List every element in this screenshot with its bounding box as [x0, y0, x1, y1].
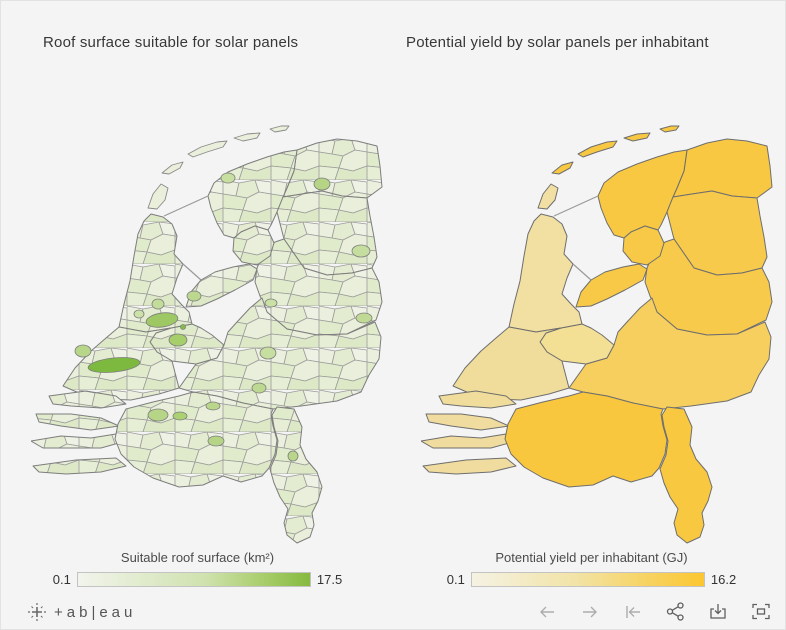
municipality-the-hague[interactable]: [74, 344, 92, 358]
province-noord-brabant[interactable]: [504, 391, 668, 488]
region-noord-brabant[interactable]: [114, 391, 278, 488]
right-map-title: Potential yield by solar panels per inha…: [406, 34, 709, 51]
download-icon[interactable]: [708, 602, 728, 621]
province-zeeland-2[interactable]: [421, 433, 517, 449]
wadden-island-ameland[interactable]: [623, 132, 651, 142]
municipality-den-bosch[interactable]: [205, 401, 221, 411]
potential-yield-map[interactable]: [421, 96, 781, 546]
municipality-apeldoorn[interactable]: [259, 346, 277, 360]
municipality-zwolle[interactable]: [264, 298, 278, 308]
municipality-highlights[interactable]: [74, 172, 373, 462]
tableau-sparkle-icon: [28, 603, 46, 621]
tableau-footer: +ab|eau: [1, 595, 785, 629]
redo-arrow-icon[interactable]: [580, 603, 600, 621]
municipality-breda[interactable]: [147, 408, 169, 422]
share-icon[interactable]: [666, 602, 685, 621]
dikes: [163, 195, 209, 281]
wadden-island-terschelling[interactable]: [577, 140, 618, 158]
tableau-logo[interactable]: +ab|eau: [27, 602, 136, 622]
municipality-amsterdam[interactable]: [145, 311, 179, 329]
municipality-groningen[interactable]: [313, 177, 331, 191]
region-zeeland-2[interactable]: [31, 433, 127, 449]
municipality-haarlemmermeer[interactable]: [133, 309, 145, 319]
roof-legend-title: Suitable roof surface (km²): [120, 550, 275, 565]
roof-legend-gradient[interactable]: [76, 572, 311, 587]
municipality-enschede[interactable]: [355, 312, 373, 324]
undo-arrow-icon[interactable]: [537, 603, 557, 621]
potential-yield-legend: Potential yield per inhabitant (GJ) 0.1 …: [425, 550, 758, 587]
wadden-island-vlieland[interactable]: [551, 161, 574, 175]
reset-icon[interactable]: [623, 603, 643, 621]
province-flevoland[interactable]: [575, 263, 648, 308]
municipality-eindhoven[interactable]: [207, 435, 225, 447]
roof-surface-map[interactable]: [31, 96, 391, 546]
province-texel[interactable]: [537, 183, 559, 210]
municipality-venlo[interactable]: [287, 450, 299, 462]
province-noord-holland[interactable]: [508, 213, 583, 333]
municipality-rotterdam[interactable]: [87, 355, 141, 374]
left-map-title: Roof surface suitable for solar panels: [43, 34, 299, 51]
dikes: [553, 195, 599, 281]
municipality-zaanstad[interactable]: [151, 298, 165, 310]
municipality-almere[interactable]: [186, 290, 202, 302]
municipality-tilburg[interactable]: [172, 411, 188, 421]
tableau-logo-text: +ab|eau: [54, 603, 137, 621]
region-zeeland-1[interactable]: [35, 413, 120, 431]
wadden-island-schiermonnikoog[interactable]: [659, 125, 680, 133]
region-limburg[interactable]: [269, 406, 323, 544]
yield-legend-min: 0.1: [446, 572, 465, 587]
fullscreen-icon[interactable]: [751, 602, 771, 621]
province-groningen[interactable]: [672, 138, 773, 199]
region-groningen[interactable]: [282, 138, 383, 199]
roof-legend-min: 0.1: [52, 572, 71, 587]
province-zeeland-1[interactable]: [425, 413, 510, 431]
municipality-emmen[interactable]: [351, 244, 371, 258]
municipality-leeuwarden[interactable]: [220, 172, 236, 184]
municipality-amstelveen[interactable]: [180, 324, 186, 330]
roof-surface-legend: Suitable roof surface (km²) 0.1 17.5: [31, 550, 364, 587]
municipality-arnhem-nijmegen[interactable]: [251, 382, 267, 394]
municipality-utrecht[interactable]: [168, 333, 188, 347]
province-zeeland-3[interactable]: [422, 457, 517, 475]
region-zeeland-3[interactable]: [32, 457, 127, 475]
yield-legend-gradient[interactable]: [470, 572, 705, 587]
yield-legend-max: 16.2: [710, 572, 737, 587]
roof-legend-max: 17.5: [316, 572, 343, 587]
yield-legend-title: Potential yield per inhabitant (GJ): [495, 550, 688, 565]
province-limburg[interactable]: [659, 406, 713, 544]
